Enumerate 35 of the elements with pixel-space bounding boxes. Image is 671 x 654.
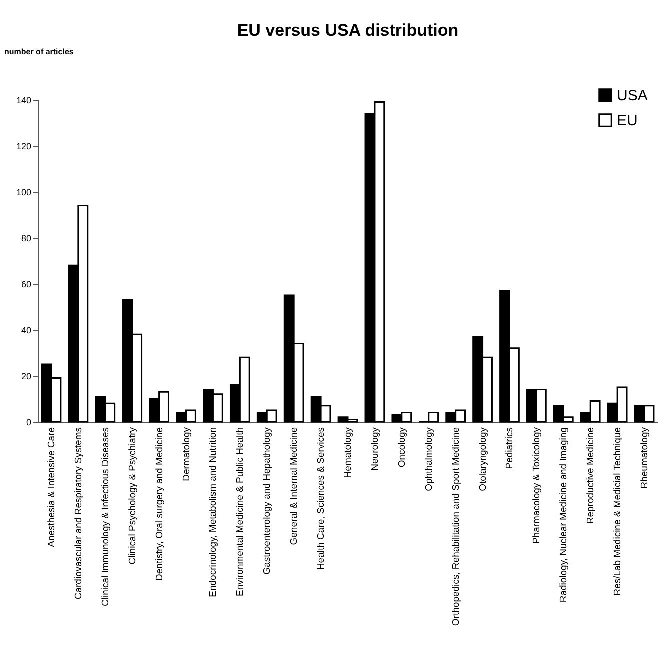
y-tick-label: 120 — [16, 142, 32, 152]
y-tick-label: 20 — [21, 372, 32, 382]
x-tick-label: Cardiovascular and Respiratory Systems — [73, 427, 84, 600]
x-tick-label: Health Care, Sciences & Services — [316, 427, 328, 570]
x-tick-label: Rheumatology — [640, 427, 651, 489]
x-tick-label: Reproductive Medicine — [586, 428, 597, 524]
x-tick-label: Orthopedics, Rehabilitation and Sport Medicine — [450, 428, 462, 626]
x-tick-label: Clinical Psychology & Psychiatry — [127, 427, 138, 565]
y-tick-label: 40 — [21, 326, 32, 336]
x-tick-label: Ophthalmology — [424, 427, 435, 492]
x-tick-label: Hematology — [343, 427, 354, 478]
x-tick-label: General & Internal Medicine — [289, 428, 300, 546]
x-tick-label: Dentistry, Oral surgery and Medicine — [154, 428, 166, 581]
x-tick-label: Radiology, Nuclear Medicine and Imaging — [558, 428, 570, 603]
x-tick-label: Neurology — [370, 427, 381, 471]
x-tick-label: Anesthesia & Intensive Care — [46, 428, 58, 548]
y-tick-label: 0 — [26, 418, 32, 428]
y-tick-label: 80 — [21, 234, 32, 244]
x-tick-label: Oncology — [396, 427, 408, 468]
chart-title: EU versus USA distribution — [237, 21, 459, 40]
x-tick-label: Res/Lab Medicine & Medicial Technique — [612, 428, 624, 596]
y-axis-title: number of articles — [4, 48, 74, 56]
legend-label: USA — [617, 88, 648, 104]
y-tick-label: 140 — [16, 96, 32, 106]
x-tick-label: Endocrinology, Metabolism and Nutrition — [208, 428, 220, 598]
x-tick-label: Otolaryngology — [478, 427, 489, 492]
x-tick-label: Gastroenterology and Hepathology — [262, 427, 274, 575]
x-tick-label: Pediatrics — [504, 427, 516, 470]
x-tick-label: Environmental Medicine & Public Health — [235, 428, 246, 596]
x-tick-label: Clinical Immunology & Infectious Diseases — [100, 427, 112, 606]
legend-label: EU — [617, 112, 638, 130]
x-tick-label: Dermatology — [181, 427, 192, 482]
y-tick-label: 100 — [16, 188, 32, 198]
y-tick-label: 60 — [21, 280, 32, 290]
x-tick-label: Pharmacology & Toxicology — [532, 427, 543, 544]
